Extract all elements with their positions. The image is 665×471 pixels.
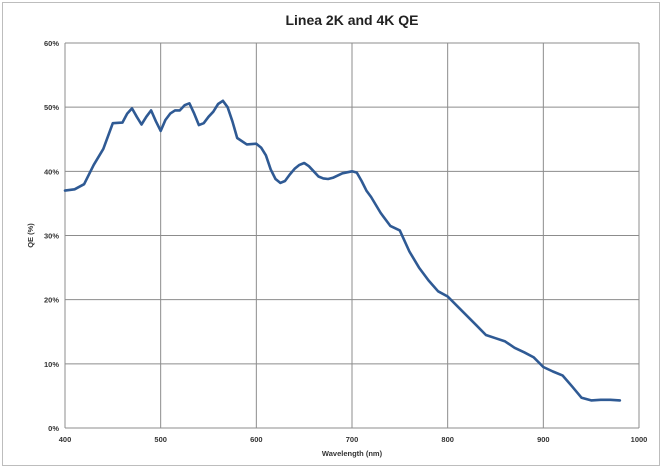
x-tick-label: 1000 [631,435,648,444]
y-tick-labels: 0% 10% 20% 30% 40% 50% 60% [44,39,59,433]
x-axis-label: Wavelength (nm) [322,449,383,458]
y-tick-label: 0% [48,424,59,433]
y-axis-label: QE (%) [26,223,35,248]
x-tick-label: 400 [59,435,72,444]
x-tick-label: 700 [346,435,359,444]
y-tick-label: 60% [44,39,59,48]
y-tick-label: 50% [44,103,59,112]
qe-line-chart: Linea 2K and 4K QE 0%10%20%30%40%50%60% … [26,12,648,458]
x-tick-labels: 400 500 600 700 800 900 1000 [59,435,648,444]
y-tick-label: 30% [44,232,59,241]
x-tick-label: 500 [154,435,167,444]
x-tick-label: 800 [441,435,454,444]
chart-title: Linea 2K and 4K QE [285,12,418,28]
x-tick-label: 900 [537,435,550,444]
y-tick-label: 20% [44,296,59,305]
y-tick-label: 40% [44,167,59,176]
y-tick-label: 10% [44,360,59,369]
chart-frame: Linea 2K and 4K QE 0% 10% 20% 30% 40% 50% 60% … [2,2,660,466]
x-tick-label: 600 [250,435,263,444]
series-line-qe [63,99,622,402]
